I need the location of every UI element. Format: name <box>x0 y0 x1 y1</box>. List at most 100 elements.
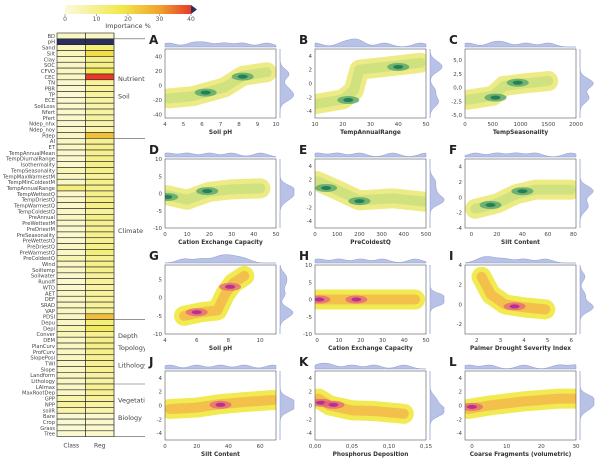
heatmap-row-label: Pfert <box>43 116 55 122</box>
x-tick-label: 60 <box>544 232 551 238</box>
y-tick-label: 10 <box>155 157 162 163</box>
heatmap-cell <box>56 360 86 367</box>
kde-density-core <box>200 90 211 95</box>
kde-density-core <box>215 402 226 407</box>
panel-letter: A <box>149 33 159 47</box>
kde-density-core <box>517 189 528 194</box>
y-tick-label: -2 <box>457 322 462 328</box>
kde-panel-d: D 0 10 20 30 40 50 -10 -5 0 5 10 Cation Exchange Cap… <box>145 140 295 246</box>
y-tick-label: -4 <box>457 431 463 437</box>
heatmap-cell <box>85 108 115 116</box>
y-tick-label: -2,5 <box>451 99 462 105</box>
heatmap-cell <box>56 418 86 426</box>
heatmap-cell <box>56 97 86 104</box>
heatmap-row-label: Bare <box>43 414 55 420</box>
panel-letter: E <box>299 143 307 157</box>
kde-density-core <box>343 98 354 103</box>
x-tick-label: 30 <box>573 444 580 450</box>
kde-density-core <box>237 74 248 79</box>
heatmap-cell <box>85 360 115 367</box>
kde-panel-h: H 0 10 20 30 40 50 -10 -5 0 5 10 Cation Exchange Cap… <box>295 246 445 352</box>
heatmap-row-label: Grass <box>40 426 55 432</box>
heatmap-row-label: Isothermality <box>21 163 55 169</box>
x-tick-label: 100 <box>332 232 343 238</box>
heatmap-row-label: PreAnnual <box>29 215 55 221</box>
heatmap-row-label: Slope <box>41 367 55 373</box>
x-tick-label: 8 <box>227 338 231 344</box>
y-tick-label: 0 <box>309 192 313 198</box>
panel-letter: B <box>299 33 308 47</box>
x-tick-label: 0,10 <box>383 444 396 450</box>
x-tick-label: 3 <box>499 338 503 344</box>
heatmap-cell <box>85 50 115 57</box>
heatmap-cell <box>56 184 86 192</box>
x-tick-label: 10 <box>335 338 342 344</box>
y-tick-label: -2 <box>157 417 162 423</box>
heatmap-cell <box>85 418 115 426</box>
heatmap-row-label: PreWettestM <box>22 221 55 227</box>
y-tick-label: -4 <box>307 219 313 225</box>
heatmap-cell <box>85 313 115 320</box>
y-tick-label: 0 <box>159 192 163 198</box>
x-tick-label: 0 <box>163 232 167 238</box>
plot-frame <box>314 264 427 335</box>
heatmap-row-label: TempColdestQ <box>17 209 55 215</box>
y-tick-label: 2 <box>459 283 463 289</box>
heatmap-cell <box>56 342 86 350</box>
y-tick-label: 0 <box>309 298 313 304</box>
heatmap-cell <box>56 214 86 221</box>
plot-frame <box>464 48 577 119</box>
heatmap-row-label: pH <box>48 40 55 46</box>
y-tick-label: 2 <box>459 390 463 396</box>
x-tick-label: 20 <box>357 338 364 344</box>
heatmap-row-label: AI <box>50 139 56 145</box>
heatmap-cell <box>85 255 115 262</box>
y-marginal-density <box>579 49 594 119</box>
heatmap-row-label: SRAD <box>41 303 55 309</box>
y-tick-label: 4 <box>159 376 163 382</box>
y-marginal-density <box>279 371 295 440</box>
heatmap-cell <box>85 354 115 361</box>
heatmap-cell <box>85 67 115 75</box>
x-tick-label: 10 <box>273 122 280 128</box>
heatmap-cell <box>56 389 86 397</box>
x-tick-label: 6 <box>200 122 204 128</box>
heatmap-row-label: PlanCurv <box>32 344 55 350</box>
heatmap-cell <box>85 371 115 379</box>
x-tick-label: 7 <box>219 122 223 128</box>
heatmap-cell <box>56 44 86 51</box>
panel-letter: C <box>449 33 458 47</box>
y-marginal-density <box>279 264 294 335</box>
x-tick-label: 0 <box>470 232 474 238</box>
x-tick-label: 500 <box>488 122 499 128</box>
x-tick-label: 40 <box>395 122 402 128</box>
heatmap-cell <box>56 190 86 198</box>
x-tick-label: 20 <box>193 444 200 450</box>
heatmap-cell <box>85 249 115 256</box>
heatmap-row-label: Silt <box>47 51 55 57</box>
panel-letter: J <box>148 355 153 369</box>
heatmap-row-label: CEC <box>44 75 55 81</box>
heatmap-cell <box>56 430 86 437</box>
y-tick-label: 2 <box>459 180 463 186</box>
heatmap-cell <box>56 319 86 326</box>
y-tick-label: 0 <box>309 82 313 88</box>
group-label: Biology <box>118 414 142 422</box>
heatmap-row-label: Depu <box>41 321 55 327</box>
heatmap-cell <box>56 202 86 209</box>
heatmap-cell <box>85 167 115 174</box>
heatmap-cell <box>85 85 115 92</box>
heatmap-cell <box>56 424 86 432</box>
x-tick-label: 6 <box>195 338 199 344</box>
y-tick-label: 2 <box>159 390 163 396</box>
importance-colorbar: 0 10 20 30 40 Importance % <box>63 5 197 30</box>
x-axis-label: Soil pH <box>209 346 232 352</box>
y-tick-label: 5 <box>159 174 163 180</box>
kde-density-core <box>512 80 523 85</box>
heatmap-row-label: PreDriestQ <box>27 244 55 250</box>
plot-frame <box>164 158 277 229</box>
x-tick-label: 0 <box>163 444 167 450</box>
y-tick-label: -5 <box>157 209 163 215</box>
heatmap-row-label: ECE <box>45 98 55 104</box>
heatmap-row-label: PreSeasonality <box>17 233 55 239</box>
